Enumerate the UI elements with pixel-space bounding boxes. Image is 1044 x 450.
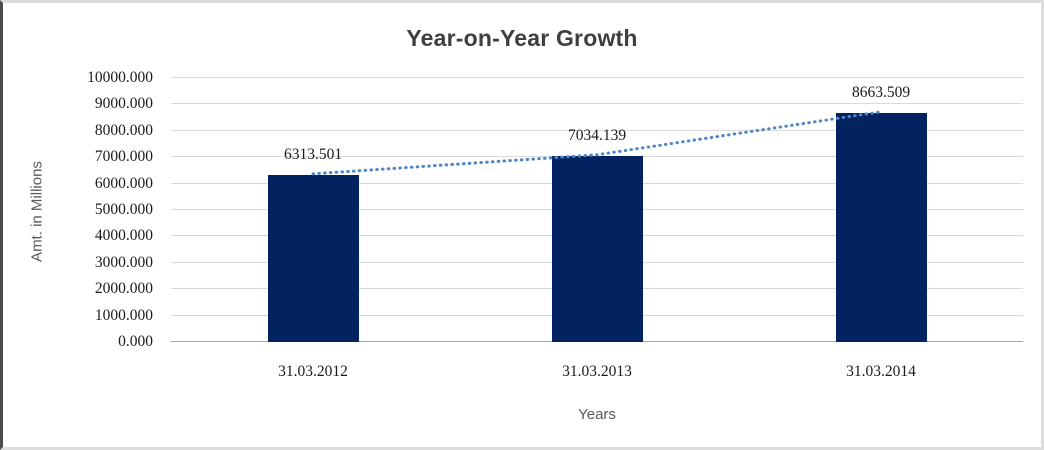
- x-axis-category-label: 31.03.2012: [278, 363, 348, 380]
- y-axis-tick-label: 9000.000: [94, 95, 153, 113]
- bar-value-label: 6313.501: [283, 146, 343, 164]
- gridline: [171, 103, 1023, 105]
- y-axis-tick-label: 5000.000: [94, 201, 153, 218]
- bar: [267, 175, 359, 342]
- bar: [835, 113, 927, 342]
- y-axis-tick-label: 4000.000: [94, 227, 153, 245]
- bar-value-label: 8663.509: [851, 84, 911, 102]
- y-axis-tick-label: 6000.000: [94, 174, 153, 192]
- y-axis-tick-label: 1000.000: [94, 306, 153, 324]
- y-axis-tick-label: 8000.000: [94, 121, 153, 139]
- y-axis-tick-label: 7000.000: [94, 148, 153, 166]
- y-axis-tick-label: 2000.000: [94, 280, 153, 298]
- y-axis-tick-label: 10000.000: [87, 69, 153, 86]
- chart-title: Year-on-Year Growth: [406, 25, 638, 51]
- gridline: [171, 77, 1023, 78]
- x-axis-category-label: 31.03.2014: [846, 363, 916, 380]
- bar: [551, 156, 643, 342]
- y-axis-tick-label: 0.000: [118, 333, 153, 350]
- bar-value-label: 7034.139: [567, 127, 627, 145]
- y-axis-tick-label: 3000.000: [94, 253, 153, 271]
- x-axis-title: Years: [578, 406, 616, 423]
- x-axis-category-label: 31.03.2013: [562, 363, 632, 380]
- plot-area: 6313.501 7034.139 8663.509: [171, 77, 1023, 342]
